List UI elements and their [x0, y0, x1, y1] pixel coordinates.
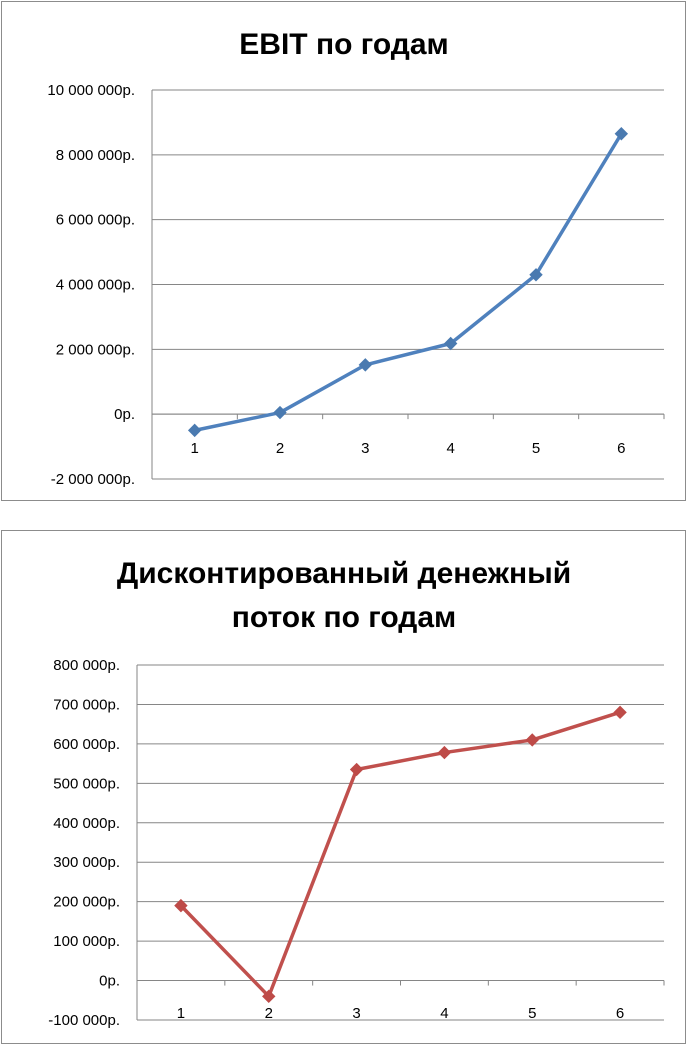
- data-point-marker: [174, 898, 188, 913]
- y-tick-label: 8 000 000р.: [56, 147, 135, 164]
- y-tick-label: 200 000р.: [53, 894, 120, 911]
- y-tick-label: 4 000 000р.: [56, 277, 135, 294]
- y-tick-label: 100 000р.: [53, 933, 120, 950]
- y-tick-label: -100 000р.: [48, 1012, 120, 1029]
- x-tick-label: 3: [361, 440, 369, 457]
- x-tick-label: 1: [177, 1005, 185, 1022]
- y-tick-label: 600 000р.: [53, 736, 120, 753]
- x-tick-label: 2: [276, 440, 284, 457]
- x-tick-label: 3: [352, 1005, 360, 1022]
- y-tick-label: 0р.: [114, 406, 135, 423]
- x-tick-label: 2: [265, 1005, 273, 1022]
- chart-title: EBIT по годам: [239, 28, 448, 61]
- y-tick-label: -2 000 000р.: [51, 471, 135, 488]
- data-point-marker: [358, 358, 373, 372]
- x-tick-label: 4: [440, 1005, 448, 1022]
- y-tick-label: 10 000 000р.: [47, 82, 135, 99]
- y-tick-label: 0р.: [99, 973, 120, 990]
- data-point-marker: [529, 268, 543, 282]
- x-tick-label: 5: [528, 1005, 536, 1022]
- dcf-chart: Дисконтированный денежный поток по годам -…: [48, 557, 665, 1029]
- data-point-marker: [349, 762, 364, 777]
- data-point-marker: [437, 745, 452, 760]
- y-tick-label: 2 000 000р.: [56, 341, 135, 358]
- data-point-marker: [262, 989, 276, 1004]
- ebit-chart: EBIT по годам -2 000 000р. 0р. 2 000 000р. 4…: [47, 28, 665, 488]
- y-tick-label: 800 000р.: [53, 657, 120, 674]
- y-tick-label: 400 000р.: [53, 815, 120, 832]
- data-point-marker: [187, 423, 202, 438]
- series-line: [192, 132, 624, 433]
- x-tick-label: 1: [190, 440, 198, 457]
- data-point-marker: [273, 405, 287, 420]
- y-tick-label: 6 000 000р.: [56, 212, 135, 229]
- x-tick-label: 4: [446, 440, 454, 457]
- dcf-chart-panel: Дисконтированный денежный поток по годам -…: [1, 530, 686, 1044]
- data-point-marker: [443, 336, 458, 351]
- y-tick-label: 300 000р.: [53, 854, 120, 871]
- y-tick-label: 500 000р.: [53, 775, 120, 792]
- chart-title: Дисконтированный денежный: [117, 557, 571, 590]
- ebit-chart-panel: EBIT по годам -2 000 000р. 0р. 2 000 000р. 4…: [1, 1, 686, 501]
- data-point-marker: [525, 733, 539, 747]
- x-tick-label: 6: [617, 440, 625, 457]
- chart-title: поток по годам: [232, 601, 456, 634]
- x-tick-label: 5: [532, 440, 540, 457]
- data-point-marker: [614, 127, 629, 141]
- x-tick-label: 6: [616, 1005, 624, 1022]
- y-tick-label: 700 000р.: [53, 696, 120, 713]
- data-point-marker: [613, 705, 627, 720]
- series-line: [179, 710, 622, 999]
